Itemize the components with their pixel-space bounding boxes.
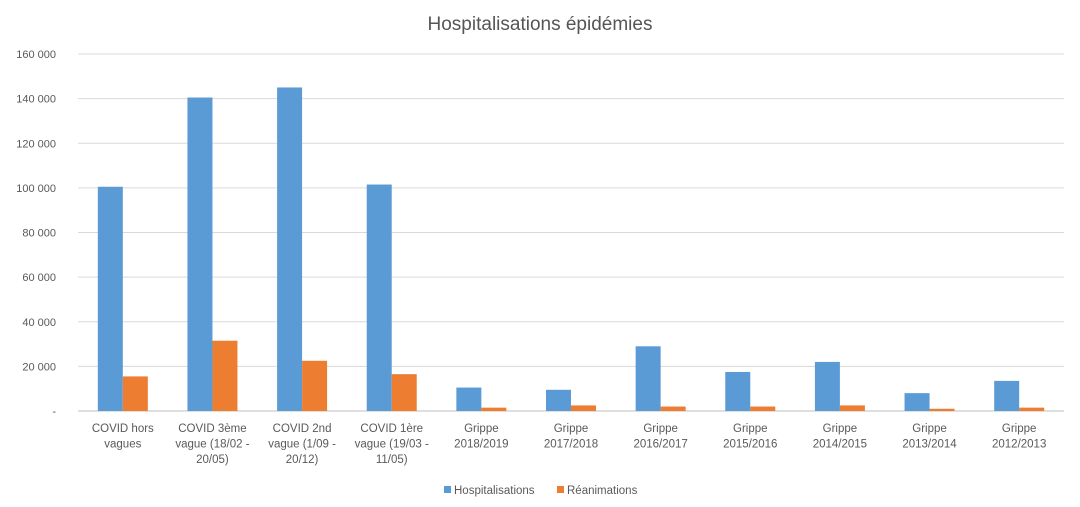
bar-reanimations: [481, 407, 507, 411]
bar-reanimations: [839, 405, 865, 411]
bar-hospitalisations: [187, 97, 213, 412]
bar-hospitalisations: [994, 380, 1020, 411]
bar-reanimations: [302, 360, 328, 411]
legend-swatch: [557, 486, 564, 493]
y-axis-ticks: - 20 000 40 000 60 000 80 000 100 000 120 000 1…: [16, 49, 56, 418]
bar-reanimations: [750, 406, 776, 411]
bar-hospitalisations: [456, 387, 482, 411]
y-tick-label: 140 000: [16, 94, 56, 106]
x-category-label: COVID hors vagues: [92, 423, 154, 451]
x-category-label: COVID 1ère vague (19/03 -11/05): [355, 423, 429, 466]
y-tick-label: 20 000: [22, 361, 56, 373]
x-category-label: Grippe 2014/2015: [813, 423, 867, 451]
y-tick-label: -: [52, 406, 56, 418]
bar-hospitalisations: [366, 184, 392, 411]
x-category-label: Grippe 2018/2019: [454, 423, 508, 451]
y-tick-label: 80 000: [22, 228, 56, 240]
bar-reanimations: [212, 340, 238, 411]
x-category-label: Grippe 2012/2013: [992, 423, 1046, 451]
bar-hospitalisations: [635, 346, 661, 411]
x-category-label: Grippe 2017/2018: [544, 423, 598, 451]
bar-hospitalisations: [814, 361, 840, 411]
bar-hospitalisations: [97, 186, 123, 411]
x-category-label: COVID 3ème vague (18/02 -20/05): [175, 423, 249, 466]
y-tick-label: 160 000: [16, 49, 56, 61]
grid-lines: [78, 53, 1064, 412]
y-tick-label: 100 000: [16, 183, 56, 195]
bar-hospitalisations: [546, 389, 571, 411]
y-tick-label: 120 000: [16, 138, 56, 150]
x-category-label: Grippe 2016/2017: [633, 423, 687, 451]
bar-reanimations: [1019, 407, 1045, 411]
bar-reanimations: [122, 376, 148, 411]
legend-label: Réanimations: [567, 485, 638, 497]
chart-title: Hospitalisations épidémies: [428, 14, 653, 35]
x-category-label: Grippe 2015/2016: [723, 423, 777, 451]
bar-hospitalisations: [277, 87, 303, 411]
y-tick-label: 40 000: [22, 317, 56, 329]
bar-reanimations: [571, 405, 596, 411]
bar-hospitalisations: [904, 393, 930, 411]
bar-reanimations: [391, 374, 417, 411]
x-category-label: Grippe 2013/2014: [902, 423, 957, 451]
x-axis-categories: COVID hors vagues COVID 3ème vague (18/02 -…: [92, 423, 1047, 466]
bar-reanimations: [929, 408, 955, 411]
legend-swatch: [444, 486, 451, 493]
legend: Hospitalisations Réanimations: [444, 485, 638, 497]
bars: [97, 87, 1045, 412]
x-category-label: COVID 2nd vague (1/09 -20/12): [268, 423, 336, 466]
y-tick-label: 60 000: [22, 272, 56, 284]
bar-reanimations: [660, 406, 686, 411]
bar-hospitalisations: [725, 371, 751, 411]
legend-label: Hospitalisations: [454, 485, 535, 497]
